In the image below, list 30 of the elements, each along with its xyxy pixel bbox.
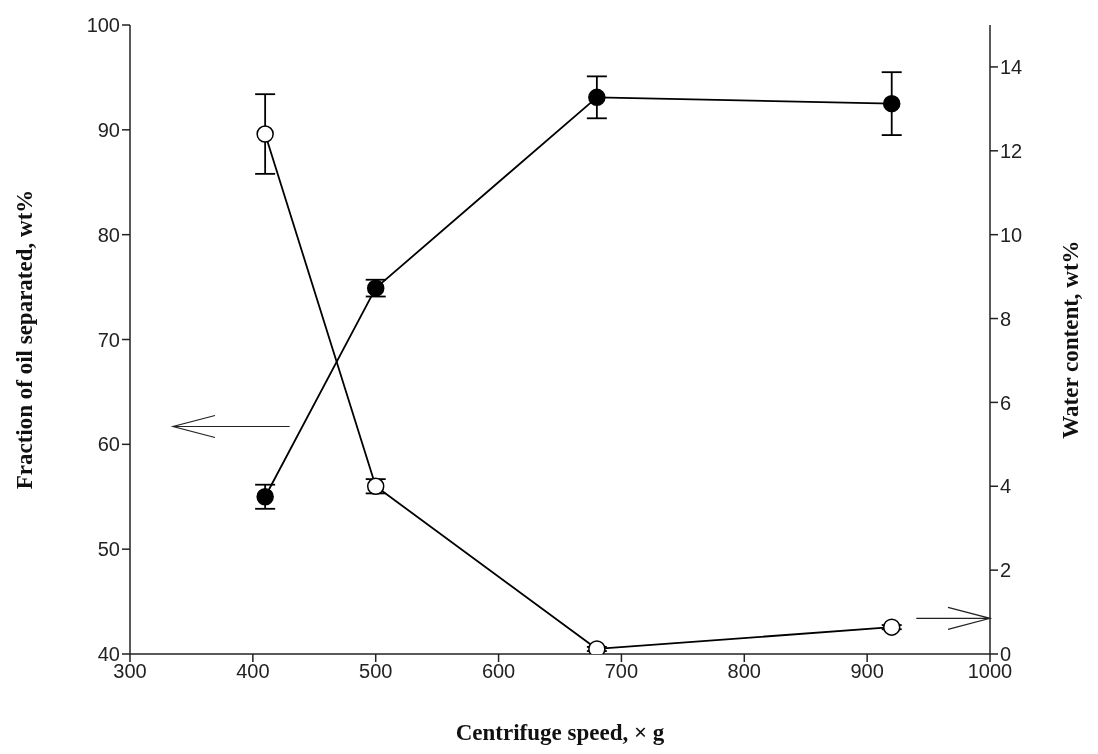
point xyxy=(882,94,901,113)
x-axis-title: Centrifuge speed, × g xyxy=(455,720,665,745)
y-tick-label: 100 xyxy=(86,14,120,37)
y2-tick-label: 14 xyxy=(1000,56,1023,79)
x-tick-label: 900 xyxy=(850,660,884,683)
x-tick-label: 400 xyxy=(236,660,270,683)
y2-tick-label: 4 xyxy=(1000,475,1012,498)
y2-tick-label: 8 xyxy=(1000,307,1012,330)
x-tick-label: 300 xyxy=(113,660,147,683)
point xyxy=(588,88,606,107)
y-tick-label: 70 xyxy=(97,328,120,351)
point xyxy=(256,488,274,506)
y2-tick-label: 6 xyxy=(1000,391,1012,414)
point xyxy=(256,125,274,143)
point xyxy=(882,618,901,636)
y-axis-title: Fraction of oil separated, wt% xyxy=(12,189,38,490)
y2-tick-label: 10 xyxy=(1000,223,1023,246)
y-tick-label: 80 xyxy=(97,223,120,246)
x-tick-label: 700 xyxy=(604,660,639,683)
y2-tick-label: 12 xyxy=(1000,139,1023,162)
y2-axis-title: Water content, wt% xyxy=(1058,240,1084,439)
x-tick-label: 600 xyxy=(481,660,516,683)
point xyxy=(588,640,606,654)
x-tick-label: 500 xyxy=(359,660,393,683)
y-tick-label: 90 xyxy=(97,118,120,141)
x-tick-label: 800 xyxy=(727,660,761,683)
x-tick-label: 1000 xyxy=(967,660,1013,683)
y-tick-label: 60 xyxy=(97,433,120,456)
y2-tick-label: 2 xyxy=(1000,559,1012,582)
y-tick-label: 50 xyxy=(97,538,120,561)
